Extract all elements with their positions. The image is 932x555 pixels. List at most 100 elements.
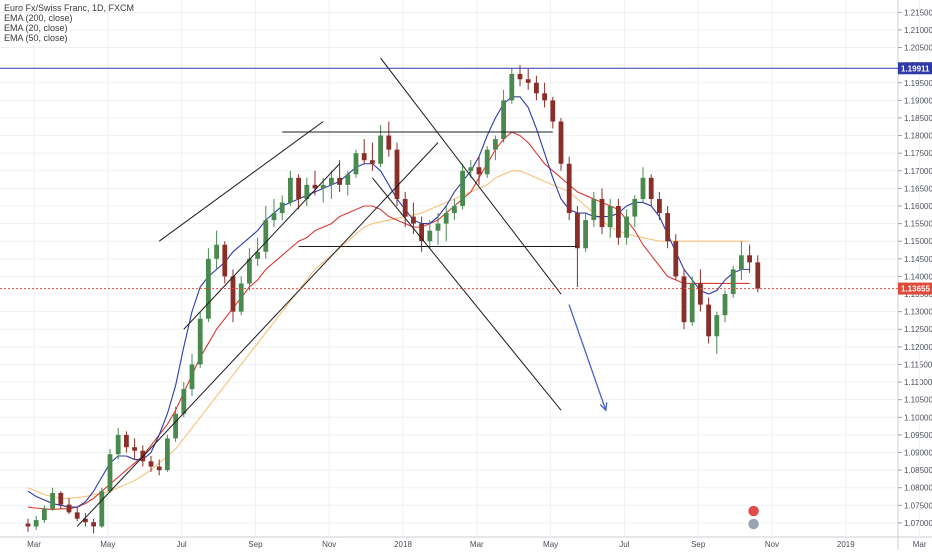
candle-body bbox=[730, 269, 736, 295]
candle-body bbox=[33, 520, 39, 527]
candle-body bbox=[279, 202, 285, 214]
y-tick-label: 1.11000 bbox=[904, 378, 932, 387]
candle-body bbox=[296, 177, 301, 199]
trendline-channel-lower-2 bbox=[372, 177, 562, 411]
candle-body bbox=[132, 447, 137, 451]
candle-body bbox=[575, 213, 580, 249]
legend-ema50: EMA (50, close) bbox=[4, 33, 68, 43]
y-tick-label: 1.08000 bbox=[904, 484, 932, 493]
candle-body bbox=[640, 177, 646, 199]
candle-body bbox=[509, 73, 515, 101]
price-label-box-0 bbox=[898, 62, 932, 75]
candle-body bbox=[739, 255, 744, 270]
candle-body bbox=[591, 198, 597, 221]
y-tick-label: 1.16000 bbox=[904, 202, 932, 211]
trendline-channel-upper-1 bbox=[158, 121, 324, 242]
candle-body bbox=[189, 364, 195, 390]
candle-body bbox=[468, 167, 474, 171]
candle-body bbox=[115, 434, 121, 455]
y-tick-label: 1.21500 bbox=[904, 8, 932, 17]
candle-body bbox=[517, 73, 523, 80]
candle-body bbox=[148, 461, 154, 467]
y-tick-label: 1.11500 bbox=[904, 360, 932, 369]
y-tick-label: 1.19000 bbox=[904, 96, 932, 105]
trendline-channel-upper-2 bbox=[380, 57, 562, 295]
y-tick-label: 1.14500 bbox=[904, 255, 932, 264]
candle-body bbox=[599, 198, 605, 228]
x-tick-label: Nov bbox=[322, 540, 336, 549]
candle-body bbox=[353, 153, 359, 175]
y-tick-label: 1.09000 bbox=[904, 448, 932, 457]
candle-body bbox=[394, 149, 400, 199]
candle-body bbox=[345, 174, 351, 185]
candle-body bbox=[542, 93, 547, 101]
candle-body bbox=[91, 522, 96, 527]
x-tick-label: May bbox=[100, 540, 115, 549]
x-tick-label: Nov bbox=[765, 540, 779, 549]
y-tick-label: 1.09500 bbox=[904, 431, 932, 440]
trendline-long-uptrend bbox=[76, 142, 439, 527]
candle-body bbox=[698, 283, 703, 305]
y-tick-label: 1.13000 bbox=[904, 308, 932, 317]
candle-body bbox=[706, 304, 711, 337]
projection-arrow-head bbox=[599, 402, 608, 412]
candle-body bbox=[460, 170, 465, 206]
price-label-text-0: 1.19911 bbox=[901, 64, 930, 73]
candle-body bbox=[755, 262, 761, 289]
candle-body bbox=[263, 220, 269, 252]
candle-body bbox=[214, 244, 219, 259]
x-tick-label: Jul bbox=[619, 540, 629, 549]
candle-body bbox=[714, 315, 720, 337]
candle-body bbox=[42, 508, 47, 521]
candle-body bbox=[607, 205, 613, 228]
y-tick-label: 1.19500 bbox=[904, 79, 932, 88]
candle-body bbox=[484, 149, 490, 175]
candle-body bbox=[288, 177, 293, 203]
candle-body bbox=[156, 466, 162, 471]
candle-body bbox=[370, 160, 375, 164]
candle-body bbox=[247, 258, 252, 284]
candle-body bbox=[386, 135, 392, 150]
candle-body bbox=[173, 413, 178, 439]
candle-body bbox=[361, 153, 367, 161]
price-label-text-1: 1.13655 bbox=[901, 285, 930, 294]
x-tick-label: Sep bbox=[248, 540, 263, 549]
y-tick-label: 1.07000 bbox=[904, 519, 932, 528]
candle-body bbox=[689, 283, 695, 323]
y-tick-label: 1.20500 bbox=[904, 44, 932, 53]
y-tick-label: 1.21000 bbox=[904, 26, 932, 35]
y-tick-label: 1.10500 bbox=[904, 396, 932, 405]
candle-body bbox=[197, 318, 203, 365]
y-tick-label: 1.17500 bbox=[904, 149, 932, 158]
candle-body bbox=[525, 79, 531, 83]
y-tick-label: 1.14000 bbox=[904, 272, 932, 281]
y-tick-label: 1.12500 bbox=[904, 325, 932, 334]
candle-body bbox=[747, 255, 752, 263]
candle-body bbox=[583, 220, 588, 249]
x-tick-label: 2019 bbox=[837, 540, 855, 549]
candle-body bbox=[632, 198, 638, 217]
chart-title: Euro Fx/Swiss Franc, 1D, FXCM bbox=[4, 3, 135, 13]
candle-body bbox=[271, 213, 277, 221]
plot-layer bbox=[25, 57, 761, 534]
candle-body bbox=[673, 241, 679, 277]
candle-body bbox=[83, 518, 88, 523]
candle-body bbox=[616, 205, 621, 238]
candle-body bbox=[124, 434, 129, 448]
trendline-channel-lower-1 bbox=[183, 163, 340, 330]
candle-body bbox=[681, 276, 687, 323]
y-tick-label: 1.18000 bbox=[904, 132, 932, 141]
candle-body bbox=[624, 216, 629, 238]
x-tick-label: Mar bbox=[913, 540, 927, 549]
event-marker-icon bbox=[746, 504, 761, 518]
candle-body bbox=[99, 491, 105, 527]
candle-body bbox=[550, 100, 556, 122]
y-tick-label: 1.15500 bbox=[904, 220, 932, 229]
x-tick-label: May bbox=[543, 540, 558, 549]
x-tick-label: Mar bbox=[470, 540, 484, 549]
y-tick-label: 1.07500 bbox=[904, 501, 932, 510]
candle-body bbox=[74, 512, 80, 519]
candle-body bbox=[25, 523, 31, 527]
candle-body bbox=[411, 216, 416, 224]
